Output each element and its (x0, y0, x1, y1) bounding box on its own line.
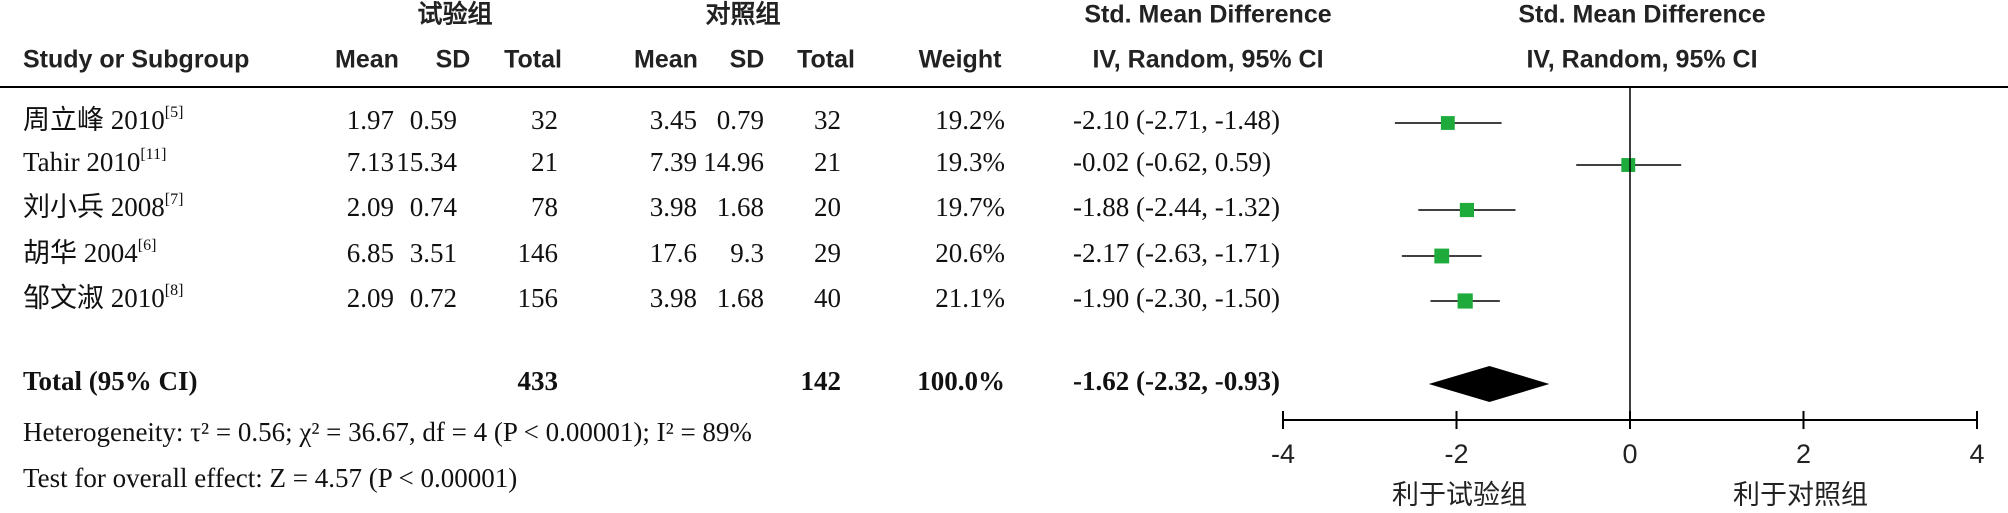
column-header: Total (797, 46, 855, 74)
cell: 0.59 (410, 105, 457, 135)
study-name: Tahir 2010[11] (23, 146, 166, 178)
cell: 29 (814, 238, 841, 268)
effect-marker (1434, 248, 1450, 264)
x-tick-label: -2 (1444, 439, 1468, 469)
cell: 7.39 (650, 147, 697, 177)
cell: 146 (518, 238, 559, 268)
cell: 14.96 (703, 147, 764, 177)
overall-effect: Test for overall effect: Z = 4.57 (P < 0… (23, 463, 517, 493)
column-header: Mean (634, 46, 698, 74)
group-header: 试验组 (417, 0, 492, 29)
cell: 9.3 (730, 238, 764, 268)
study-name: 胡华 2004[6] (23, 237, 156, 269)
cell: 6.85 (347, 238, 394, 268)
cell: 7.13 (347, 147, 394, 177)
study-name-text: Tahir 2010 (23, 147, 140, 177)
group-header: 对照组 (705, 1, 780, 29)
cell: 21 (531, 147, 558, 177)
x-tick-label: -4 (1271, 439, 1295, 469)
study-name-text: 胡华 2004 (23, 238, 138, 268)
cell: 20 (814, 192, 841, 222)
cell: 3.51 (410, 238, 457, 268)
effect-marker (1621, 158, 1636, 172)
study-name-text: 刘小兵 2008 (23, 192, 165, 222)
reference: [6] (138, 237, 157, 254)
cell: 156 (518, 283, 559, 313)
study-name-text: 邹文淑 2010 (23, 283, 165, 313)
total-label: Total (95% CI) (23, 366, 198, 396)
heterogeneity: Heterogeneity: τ² = 0.56; χ² = 36.67, df… (23, 417, 752, 447)
study-name: 周立峰 2010[5] (23, 104, 183, 136)
column-header: Mean (335, 46, 399, 74)
cell: 0.72 (410, 283, 457, 313)
axis-caption: 利于对照组 (1733, 480, 1868, 510)
x-tick-label: 0 (1622, 439, 1637, 469)
reference: [11] (140, 146, 166, 163)
cell: 21.1% (935, 283, 1005, 313)
ci-label: -0.02 (-0.62, 0.59) (1073, 147, 1271, 177)
ci-label: -1.90 (-2.30, -1.50) (1073, 283, 1280, 313)
ci-label: -1.62 (-2.32, -0.93) (1073, 366, 1280, 396)
cell: 1.97 (347, 105, 394, 135)
effect-marker (1459, 202, 1475, 218)
cell: 32 (531, 105, 558, 135)
effect-marker (1457, 293, 1473, 309)
cell: 78 (531, 192, 558, 222)
study-name: 刘小兵 2008[7] (23, 191, 183, 223)
cell: 3.98 (650, 192, 697, 222)
cell: 142 (801, 366, 842, 396)
cell: 21 (814, 147, 841, 177)
plot-header: IV, Random, 95% CI (1526, 46, 1757, 74)
summary-diamond (1428, 366, 1550, 402)
study-name-text: 周立峰 2010 (23, 105, 165, 135)
cell: 17.6 (650, 238, 697, 268)
reference: [7] (165, 191, 184, 208)
cell: 433 (518, 366, 559, 396)
cell: 19.3% (935, 147, 1005, 177)
cell: 100.0% (917, 366, 1005, 396)
ci-label: -2.10 (-2.71, -1.48) (1073, 105, 1280, 135)
x-tick-label: 4 (1969, 439, 1984, 469)
column-header: Study or Subgroup (23, 46, 249, 74)
ci-label: -2.17 (-2.63, -1.71) (1073, 238, 1280, 268)
cell: 40 (814, 283, 841, 313)
column-header: SD (436, 46, 471, 74)
cell: 1.68 (717, 283, 764, 313)
cell: 20.6% (935, 238, 1005, 268)
effect-header: IV, Random, 95% CI (1092, 46, 1323, 74)
cell: 3.98 (650, 283, 697, 313)
study-name: 邹文淑 2010[8] (23, 282, 183, 314)
ci-label: -1.88 (-2.44, -1.32) (1073, 192, 1280, 222)
x-tick-label: 2 (1796, 439, 1811, 469)
column-header: SD (730, 46, 765, 74)
column-header: Total (504, 46, 562, 74)
column-header: Weight (919, 46, 1003, 74)
cell: 0.79 (717, 105, 764, 135)
plot-header: Std. Mean Difference (1518, 1, 1765, 29)
cell: 15.34 (396, 147, 457, 177)
reference: [5] (165, 104, 184, 121)
cell: 19.7% (935, 192, 1005, 222)
cell: 32 (814, 105, 841, 135)
cell: 3.45 (650, 105, 697, 135)
cell: 1.68 (717, 192, 764, 222)
effect-marker (1440, 116, 1455, 130)
cell: 2.09 (347, 192, 394, 222)
axis-caption: 利于试验组 (1392, 480, 1527, 510)
cell: 19.2% (935, 105, 1005, 135)
cell: 2.09 (347, 283, 394, 313)
effect-header: Std. Mean Difference (1084, 1, 1331, 29)
reference: [8] (165, 282, 184, 299)
cell: 0.74 (410, 192, 458, 222)
